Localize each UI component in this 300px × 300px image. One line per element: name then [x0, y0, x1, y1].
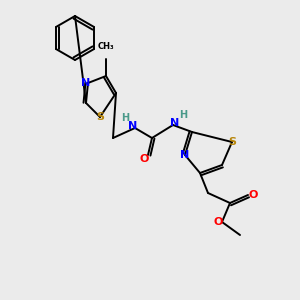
Text: S: S: [96, 112, 104, 122]
Text: S: S: [228, 137, 236, 147]
Text: O: O: [213, 217, 223, 227]
Text: O: O: [139, 154, 149, 164]
Text: N: N: [170, 118, 180, 128]
Text: O: O: [248, 190, 258, 200]
Text: N: N: [81, 78, 91, 88]
Text: CH₃: CH₃: [98, 42, 114, 51]
Text: H: H: [179, 110, 187, 120]
Text: N: N: [128, 121, 138, 131]
Text: N: N: [180, 150, 190, 160]
Text: H: H: [121, 113, 129, 123]
